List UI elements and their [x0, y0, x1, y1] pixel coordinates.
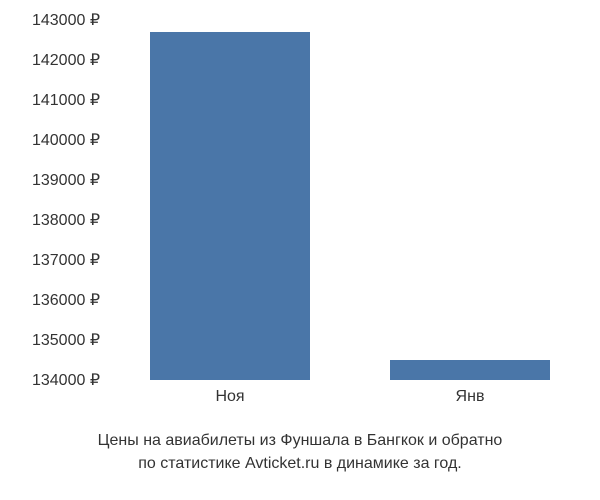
x-tick-label: Янв [456, 388, 485, 406]
chart-caption: Цены на авиабилеты из Фуншала в Бангкок … [0, 430, 600, 475]
bar-nov [150, 32, 310, 380]
x-tick-label: Ноя [215, 388, 244, 406]
chart-container: 143000 ₽ 142000 ₽ 141000 ₽ 140000 ₽ 1390… [0, 0, 600, 500]
y-tick-label: 136000 ₽ [32, 290, 100, 310]
y-tick-label: 139000 ₽ [32, 170, 100, 190]
y-tick-label: 137000 ₽ [32, 250, 100, 270]
y-axis: 143000 ₽ 142000 ₽ 141000 ₽ 140000 ₽ 1390… [0, 20, 105, 380]
plot-area [110, 20, 570, 380]
y-tick-label: 134000 ₽ [32, 370, 100, 390]
caption-line-2: по статистике Avticket.ru в динамике за … [0, 453, 600, 475]
bar-jan [390, 360, 550, 380]
caption-line-1: Цены на авиабилеты из Фуншала в Бангкок … [0, 430, 600, 452]
y-tick-label: 140000 ₽ [32, 130, 100, 150]
x-axis: Ноя Янв [110, 388, 570, 418]
y-tick-label: 141000 ₽ [32, 90, 100, 110]
y-tick-label: 142000 ₽ [32, 50, 100, 70]
y-tick-label: 135000 ₽ [32, 330, 100, 350]
y-tick-label: 138000 ₽ [32, 210, 100, 230]
y-tick-label: 143000 ₽ [32, 10, 100, 30]
